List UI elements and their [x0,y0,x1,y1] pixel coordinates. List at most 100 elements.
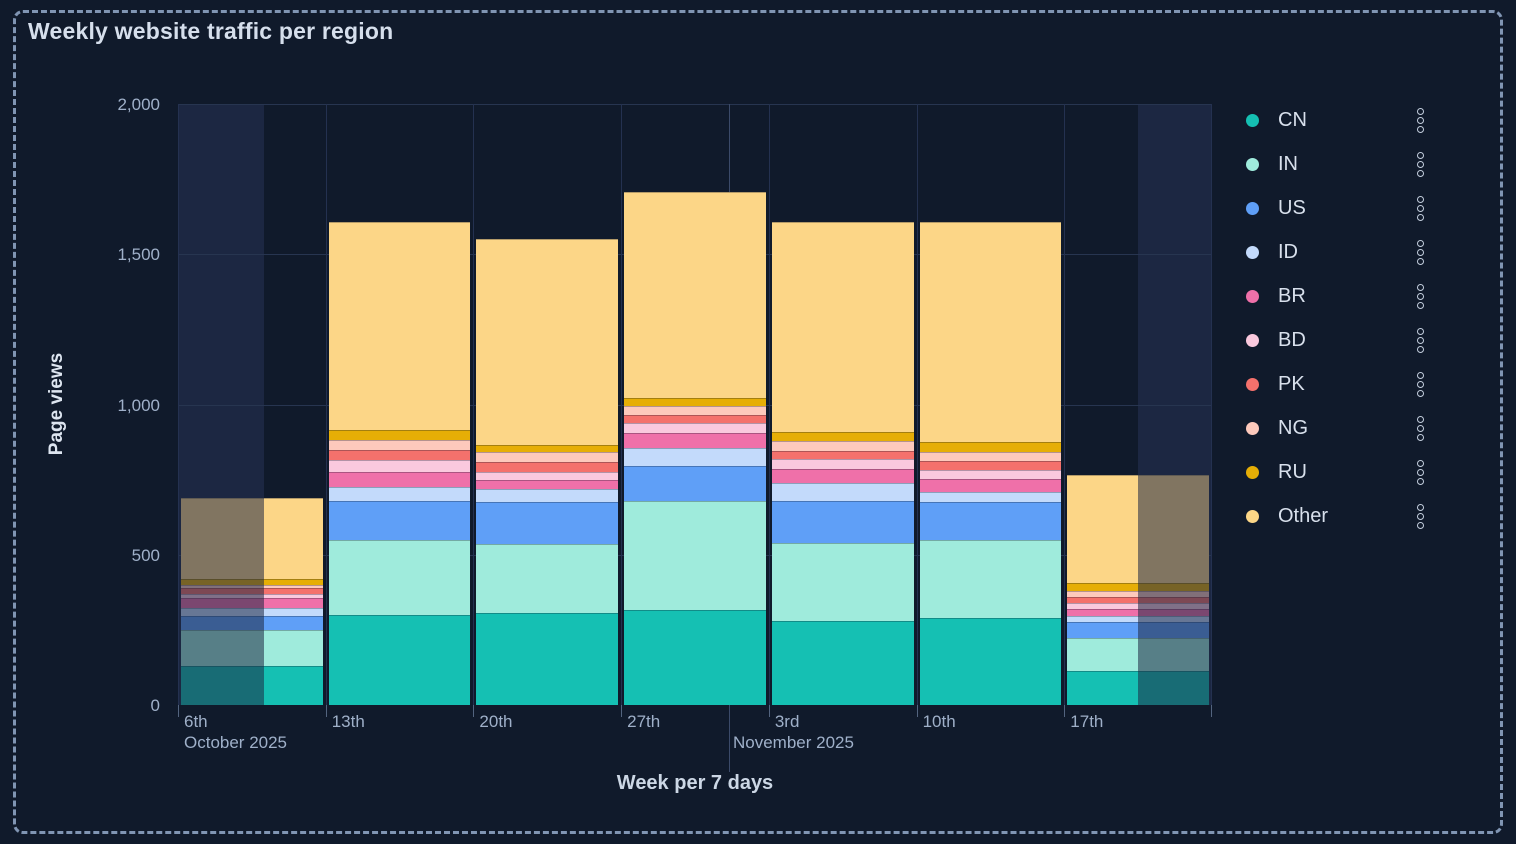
bar-segment[interactable] [476,238,619,445]
legend-item[interactable]: IN [1246,142,1468,186]
bar-segment[interactable] [624,191,766,398]
legend-color-dot [1246,245,1259,259]
bar-segment[interactable] [624,397,766,407]
bar-segment[interactable] [919,221,1062,443]
bar-segment[interactable] [624,448,766,467]
legend-item-label: ID [1278,240,1298,263]
legend-color-dot [1246,509,1259,523]
bar-segment[interactable] [919,470,1062,480]
kebab-dots-icon[interactable] [1415,501,1426,532]
legend-item[interactable]: RU [1246,450,1468,494]
bar-segment[interactable] [476,461,619,472]
bar-segment[interactable] [919,502,1062,540]
bar-segment[interactable] [476,471,619,480]
bar-segment[interactable] [771,469,914,483]
bar-segment[interactable] [328,500,471,540]
bar-segment[interactable] [919,442,1062,453]
bar-segment[interactable] [771,221,914,433]
legend-item-label: Other [1278,504,1329,527]
y-tick-label: 2,000 [117,95,160,114]
x-axis-tick [178,705,179,717]
bar-segment[interactable] [328,430,471,441]
bar-segment[interactable] [771,451,914,460]
kebab-dots-icon[interactable] [1415,325,1426,356]
bar-segment[interactable] [1067,597,1209,604]
bar-segment[interactable] [771,432,914,442]
x-tick-label: 27th [627,712,661,731]
kebab-dots-icon[interactable] [1415,237,1426,268]
bar-segment[interactable] [624,406,766,416]
bar-segment[interactable] [1067,609,1209,617]
bar-segment[interactable] [328,472,471,488]
x-tick-label: 10th [922,712,956,731]
bar-segment[interactable] [624,610,766,705]
bar-segment[interactable] [476,613,619,705]
bar-segment[interactable] [328,221,471,431]
bar-segment[interactable] [476,451,619,462]
bar-segment[interactable] [771,441,914,452]
x-axis-tick [473,705,475,717]
bar-segment[interactable] [919,492,1062,503]
kebab-dots-icon[interactable] [1415,281,1426,312]
bar-segment[interactable] [1067,603,1209,610]
legend-item[interactable]: NG [1246,406,1468,450]
bar-segment[interactable] [476,444,619,452]
bar-segment[interactable] [771,482,914,501]
bar-segment[interactable] [624,500,766,611]
kebab-dots-icon[interactable] [1415,369,1426,400]
bar-segment[interactable] [919,461,1062,471]
legend-item[interactable]: CN [1246,98,1468,142]
bar-segment[interactable] [919,452,1062,462]
bar-segment[interactable] [476,544,619,614]
legend-color-dot [1246,289,1259,303]
kebab-dots-icon[interactable] [1415,149,1426,180]
bar-segment[interactable] [328,539,471,615]
kebab-dots-icon[interactable] [1415,105,1426,136]
bar-segment[interactable] [771,542,914,621]
bar-segment[interactable] [328,440,471,451]
plot-area [178,104,1212,772]
bar-segment[interactable] [624,433,766,449]
legend-item[interactable]: BR [1246,274,1468,318]
bar-segment[interactable] [624,466,766,501]
x-tick-label: 17th [1070,712,1104,731]
bar-segment[interactable] [919,479,1062,493]
legend-color-dot [1246,377,1259,391]
bar-segment[interactable] [771,459,914,470]
bar-segment[interactable] [771,620,914,705]
bar-segment[interactable] [328,460,471,473]
legend-item-label: CN [1278,108,1307,131]
bar-segment[interactable] [1067,591,1209,598]
kebab-dots-icon[interactable] [1415,457,1426,488]
bar-segment[interactable] [919,617,1062,705]
gridline-vertical [916,104,918,705]
x-axis-tick [916,705,918,717]
bar-segment[interactable] [476,502,619,545]
x-axis-title: Week per 7 days [616,772,774,794]
legend-item[interactable]: PK [1246,362,1468,406]
bar-segment[interactable] [771,500,914,543]
partial-week-bar-fade [1138,474,1209,705]
legend-item[interactable]: US [1246,186,1468,230]
kebab-dots-icon[interactable] [1415,193,1426,224]
x-tick-label: 3rd [774,712,800,731]
bar-segment[interactable] [624,415,766,424]
legend-item[interactable]: ID [1246,230,1468,274]
legend-item[interactable]: BD [1246,318,1468,362]
x-axis-tick [1211,705,1212,717]
bar-segment[interactable] [624,423,766,434]
bar-segment[interactable] [328,614,471,705]
bar-segment[interactable] [1067,583,1209,592]
legend-color-dot [1246,113,1259,127]
bar-segment[interactable] [328,487,471,501]
gridline-vertical [621,104,623,705]
bar-segment[interactable] [1067,616,1209,623]
bar-segment[interactable] [328,450,471,461]
legend-item[interactable]: Other [1246,494,1468,538]
bar-segment[interactable] [476,479,619,489]
kebab-dots-icon[interactable] [1415,413,1426,444]
bar-segment[interactable] [919,539,1062,618]
legend: CN IN US ID BR BD PK NG RU Other [1246,98,1468,538]
legend-color-dot [1246,421,1259,435]
bar-segment[interactable] [476,488,619,503]
